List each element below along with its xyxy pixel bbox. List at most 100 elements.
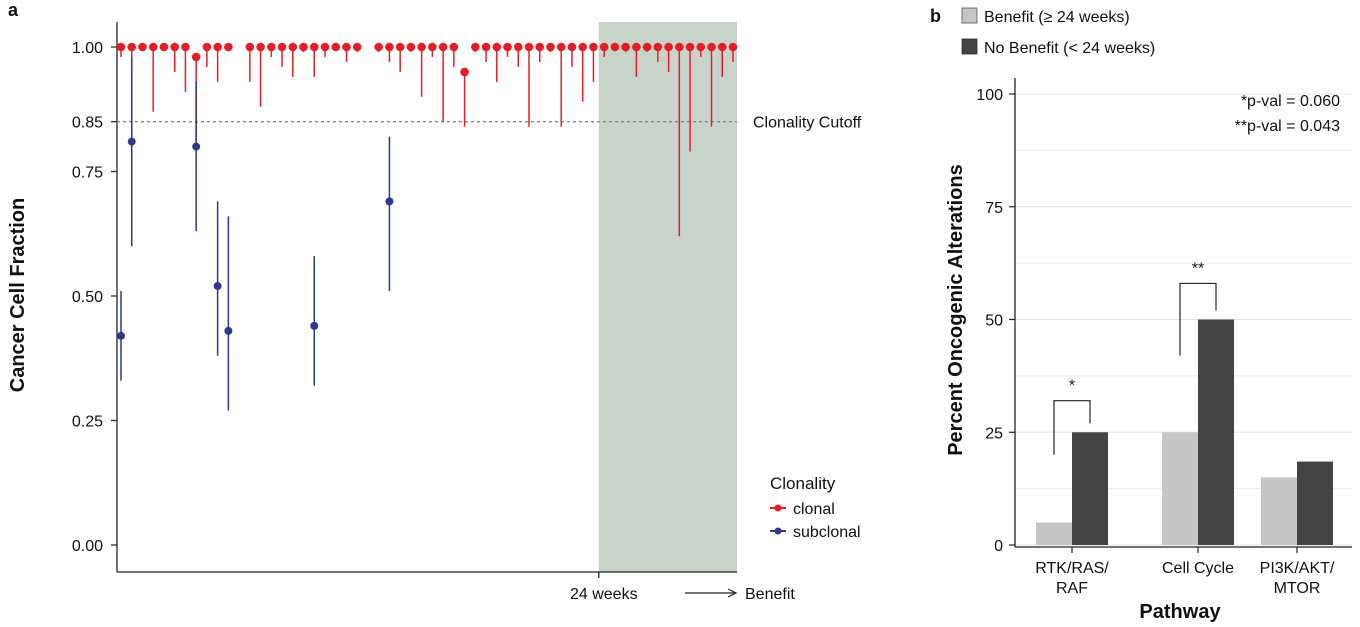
legend-clonal-label: clonal [793,501,835,518]
clonal-point [482,43,491,52]
clonal-point [213,43,222,52]
legend-no-benefit-label: No Benefit (< 24 weeks) [984,40,1155,57]
clonal-point [278,43,287,52]
clonal-point [428,43,437,52]
clonal-point [417,43,426,52]
clonal-point [557,43,566,52]
benefit-bar [1261,477,1297,545]
clonal-point [696,43,705,52]
subclonal-point [128,138,136,146]
clonal-point [149,43,158,52]
clonal-point [525,43,534,52]
clonal-point [729,43,738,52]
bar-legend: Benefit (≥ 24 weeks) No Benefit (< 24 we… [962,8,1155,57]
significance-brackets: *** [1054,260,1216,454]
clonal-point [450,43,459,52]
panel-b-pathway-chart: b Benefit (≥ 24 weeks) No Benefit (< 24 … [930,6,1352,623]
clonal-point [224,43,233,52]
y-tick-label: 25 [985,425,1003,442]
pvalue-1: *p-val = 0.060 [1241,93,1340,110]
clonal-point [611,43,620,52]
clonal-point [117,43,126,52]
clonal-point [192,53,201,62]
pvalue-2: **p-val = 0.043 [1235,118,1341,135]
clonal-point [353,43,362,52]
clonal-point [439,43,448,52]
subclonal-point [214,282,222,290]
y-tick-label: 0.50 [72,289,103,306]
clonal-point [546,43,555,52]
no-benefit-bar [1198,320,1234,546]
clonality-cutoff-label: Clonality Cutoff [753,115,862,132]
benefit-arrow [685,589,736,597]
legend-benefit-swatch [962,8,977,23]
clonal-point [600,43,609,52]
clonal-point [621,43,630,52]
clonal-point [342,43,351,52]
clonal-point [654,43,663,52]
clonal-point [203,43,212,52]
legend-clonal-dot [775,505,782,512]
y-tick-label: 100 [976,87,1003,104]
clonal-point [310,43,319,52]
y-tick-label: 0.85 [72,115,103,132]
clonal-point [170,43,179,52]
clonal-point [707,43,716,52]
y-tick-label: 0.00 [72,538,103,555]
clonal-point [568,43,577,52]
subclonal-point [385,197,393,205]
clonal-point [471,43,480,52]
legend-title: Clonality [770,474,836,493]
legend-subclonal-dot [775,528,782,535]
clonal-point [675,43,684,52]
clonal-point [407,43,416,52]
clonal-point [138,43,147,52]
clonal-point [127,43,136,52]
significance-stars: ** [1192,260,1204,277]
no-benefit-bar [1072,432,1108,545]
panel-a-label: a [8,0,19,20]
legend-benefit-label: Benefit (≥ 24 weeks) [984,9,1130,26]
benefit-arrow-label: Benefit [745,586,795,603]
y-tick-label: 0 [994,538,1003,555]
clonal-point [160,43,169,52]
panel-a-clonality-chart: a 0.00 0.25 0.50 0.75 0.85 1.00 Clonality Cut… [7,0,862,603]
significance-stars: * [1069,378,1075,395]
clonal-point [664,43,673,52]
legend-subclonal-label: subclonal [793,524,861,541]
clonal-point [288,43,297,52]
subclonal-point [224,327,232,335]
clonal-point [267,43,276,52]
y-axis-ticks: 0.00 0.25 0.50 0.75 0.85 1.00 [72,40,117,555]
clonal-point [246,43,255,52]
clonality-legend: Clonality clonal subclonal [770,474,861,541]
clonal-point [643,43,652,52]
x-axis-title: Pathway [1139,601,1221,623]
x-axis-ticks: RTK/RAS/RAF Cell Cycle PI3K/AKT/MTOR [1035,547,1335,597]
clonal-point [256,43,265,52]
subclonal-point [310,322,318,330]
clonal-point [686,43,695,52]
x-tick-label: Cell Cycle [1162,560,1234,577]
y-tick-label: 50 [985,313,1003,330]
benefit-shaded-region [599,22,737,572]
subclonal-point [117,332,125,340]
benefit-bar [1036,522,1072,545]
y-tick-label: 1.00 [72,40,103,57]
x-tick-label: PI3K/AKT/ [1260,560,1335,577]
y-tick-label: 75 [985,200,1003,217]
clonal-point [718,43,727,52]
y-axis-title: Cancer Cell Fraction [7,198,29,393]
clonal-point [578,43,587,52]
clonal-point [492,43,501,52]
x-tick-label: RTK/RAS/ [1035,560,1109,577]
clonal-point [331,43,340,52]
y-tick-label: 0.75 [72,165,103,182]
clonal-point [632,43,641,52]
x-tick-label: MTOR [1274,580,1321,597]
legend-no-benefit-swatch [962,39,977,54]
y-axis-title: Percent Oncogenic Alterations [945,164,967,456]
clonal-point [503,43,512,52]
benefit-bar [1162,432,1198,545]
clonal-point [181,43,190,52]
